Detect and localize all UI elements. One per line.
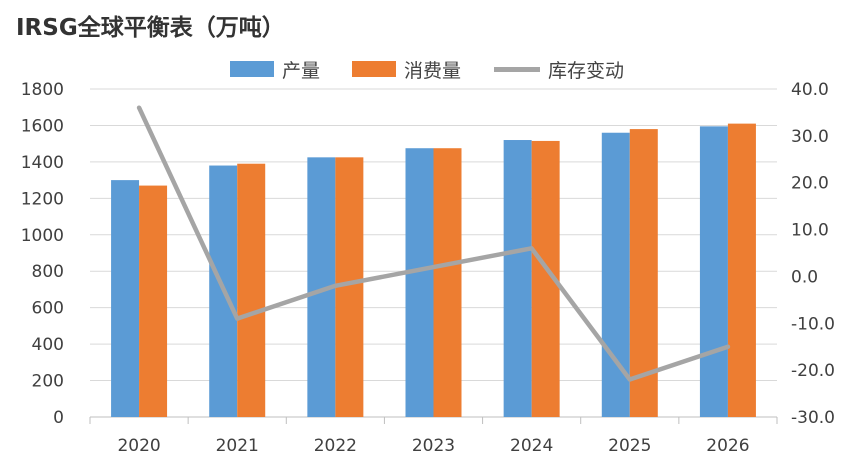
y-right-tick-label: 30.0	[791, 127, 829, 147]
bar-production	[503, 140, 532, 417]
bar-production	[699, 126, 728, 417]
y-right-tick-label: -20.0	[791, 361, 835, 381]
legend-label-inventory: 库存变动	[548, 59, 625, 82]
x-tick-label: 2020	[117, 436, 160, 456]
y-left-tick-label: 800	[32, 262, 64, 282]
y-right-tick-label: -30.0	[791, 408, 835, 428]
x-tick-label: 2025	[608, 436, 651, 456]
y-left-tick-label: 600	[32, 299, 64, 319]
bar-consumption	[727, 123, 756, 417]
y-right-tick-label: 40.0	[791, 80, 829, 100]
y-left-tick-label: 1400	[21, 153, 64, 173]
chart-legend: 产量 消费量 库存变动	[0, 56, 863, 82]
x-tick-label: 2024	[510, 436, 553, 456]
chart-title: IRSG全球平衡表（万吨）	[16, 15, 285, 41]
legend-swatch-inventory	[494, 66, 540, 72]
y-left-tick-label: 0	[53, 408, 64, 428]
x-tick-label: 2021	[216, 436, 259, 456]
y-left-tick-label: 1800	[21, 80, 64, 100]
bar-production	[111, 180, 140, 417]
y-right-tick-label: -10.0	[791, 314, 835, 334]
legend-swatch-consumption	[352, 61, 396, 77]
bar-consumption	[629, 129, 658, 418]
bar-consumption	[237, 163, 266, 417]
legend-label-production: 产量	[282, 59, 321, 82]
y-left-tick-label: 1000	[21, 226, 64, 246]
bar-production	[405, 148, 434, 417]
y-right-tick-label: 0.0	[791, 267, 818, 287]
bar-consumption	[433, 148, 462, 417]
bar-consumption	[139, 185, 168, 417]
legend-label-consumption: 消费量	[404, 59, 462, 82]
x-tick-label: 2026	[706, 436, 749, 456]
legend-item-consumption: 消费量	[352, 56, 461, 82]
legend-item-production: 产量	[230, 56, 320, 82]
x-tick-label: 2023	[412, 436, 455, 456]
legend-item-inventory: 库存变动	[494, 56, 624, 82]
y-left-tick-label: 200	[32, 372, 64, 392]
line-inventory-change	[136, 105, 731, 382]
y-right-tick-label: 20.0	[791, 174, 829, 194]
y-left-tick-label: 1600	[21, 116, 64, 136]
y-left-tick-label: 1200	[21, 189, 64, 209]
y-right-tick-label: 10.0	[791, 221, 829, 241]
y-left-tick-label: 400	[32, 335, 64, 355]
legend-swatch-production	[230, 61, 274, 77]
x-tick-label: 2022	[314, 436, 357, 456]
